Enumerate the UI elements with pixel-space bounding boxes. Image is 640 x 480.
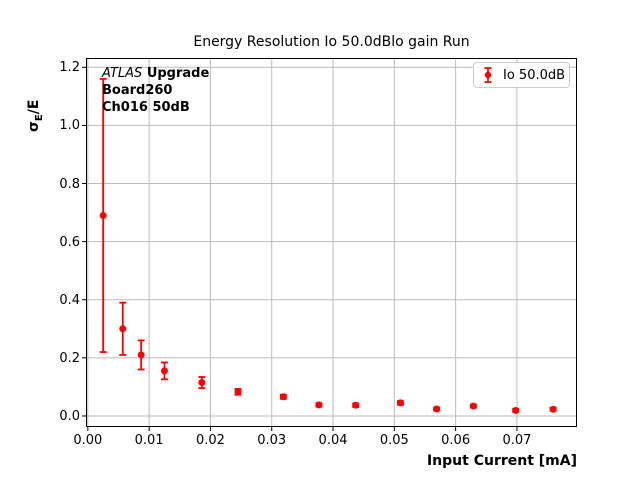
data-point [433, 405, 441, 413]
data-point [549, 405, 557, 413]
axes-spines [86, 58, 577, 427]
data-point [279, 393, 287, 401]
y-tick-label: 0.4 [59, 292, 80, 308]
data-point [99, 211, 107, 219]
annotation-line-3: Ch016 50dB [102, 100, 190, 115]
y-tick-label: 0.0 [59, 408, 80, 424]
legend-label: Io 50.0dB [503, 67, 566, 83]
y-axis-label-sigma: σ [26, 121, 42, 132]
x-axis-label: Input Current [mA] [426, 453, 577, 469]
x-tick-label: 0.06 [441, 433, 471, 448]
annotation-line-1: ATLAS Upgrade [102, 65, 209, 82]
y-tick-label: 0.2 [59, 350, 80, 366]
y-tick-label: 0.6 [59, 234, 80, 250]
data-point [512, 406, 520, 414]
x-tick-label: 0.07 [502, 433, 532, 448]
x-tick-label: 0.03 [257, 433, 287, 448]
annotation-upgrade-text: Upgrade [146, 66, 210, 81]
data-point [198, 379, 206, 387]
chart-title: Energy Resolution Io 50.0dBlo gain Run [193, 34, 470, 50]
data-point [160, 367, 168, 375]
errorbar-legend-icon [484, 67, 492, 83]
data-point [315, 401, 323, 409]
y-tick-label: 0.8 [59, 176, 80, 192]
x-tick-label: 0.05 [379, 433, 409, 448]
legend: Io 50.0dB [473, 62, 570, 88]
annotation-atlas-text: ATLAS [102, 66, 143, 81]
x-tick-label: 0.04 [318, 433, 348, 448]
annotation-block: ATLAS Upgrade Board260 Ch016 50dB [102, 65, 209, 116]
y-tick-label: 1.2 [59, 60, 80, 76]
y-tick-label: 1.0 [59, 118, 80, 134]
annotation-line-2: Board260 [102, 83, 173, 98]
data-point [469, 402, 477, 410]
x-tick-label: 0.00 [73, 433, 103, 448]
data-point [234, 388, 242, 396]
data-point [352, 401, 360, 409]
data-point [137, 351, 145, 359]
x-tick-label: 0.01 [134, 433, 164, 448]
data-point [119, 325, 127, 333]
y-axis-label-suffix: /E [26, 99, 42, 115]
x-tick-label: 0.02 [195, 433, 225, 448]
data-point [396, 399, 404, 407]
